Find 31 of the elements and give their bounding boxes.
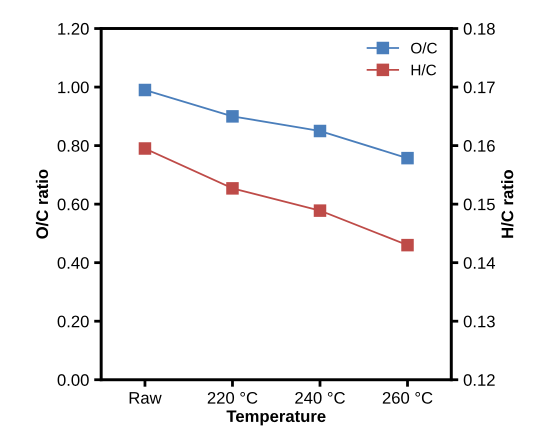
point — [401, 238, 414, 252]
y2-tick-label: 0.17 — [464, 81, 495, 94]
point — [138, 142, 152, 155]
y-tick-label: 0.60 — [58, 198, 89, 210]
x-tick-label: 240 °C — [295, 392, 345, 404]
y-tick-label: 1.20 — [58, 22, 89, 35]
y2-tick-label: 0.14 — [464, 257, 496, 269]
y2-tick-label: 0.12 — [464, 374, 495, 386]
x-axis-title: Temperature — [226, 410, 326, 426]
point — [226, 182, 239, 195]
point — [138, 84, 152, 96]
y-tick-label: 0.00 — [58, 374, 89, 386]
y-tick-label: 1.00 — [58, 81, 89, 94]
y-tick-label: 0.80 — [58, 140, 89, 152]
y2-tick-label: 0.16 — [464, 140, 495, 152]
point — [314, 124, 326, 138]
y-axis-title: O/C ratio — [36, 170, 48, 239]
point — [314, 204, 326, 217]
y-tick-label: 0.20 — [58, 316, 89, 328]
y2-axis-title: H/C ratio — [501, 170, 514, 238]
y2-tick-label: 0.15 — [464, 198, 495, 210]
y2-tick-label: 0.18 — [464, 22, 495, 35]
y2-tick-label: 0.13 — [464, 316, 495, 328]
x-tick-label: 220 °C — [208, 392, 258, 404]
legend-label: O/C — [411, 42, 437, 54]
x-tick-label: 260 °C — [382, 392, 432, 404]
x-tick-label: Raw — [130, 392, 162, 404]
y-tick-label: 0.40 — [58, 257, 89, 269]
point — [401, 152, 414, 164]
point — [226, 110, 239, 123]
legend-label: H/C — [412, 64, 436, 76]
